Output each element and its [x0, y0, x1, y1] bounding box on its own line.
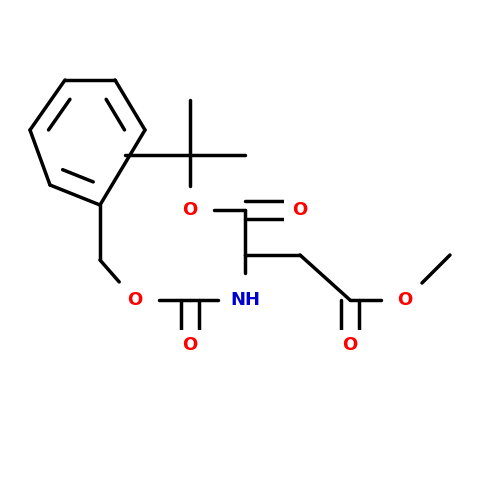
FancyBboxPatch shape	[389, 285, 421, 315]
FancyBboxPatch shape	[119, 285, 151, 315]
FancyBboxPatch shape	[174, 330, 206, 360]
FancyBboxPatch shape	[174, 196, 206, 225]
Text: O: O	[182, 336, 198, 354]
Text: NH: NH	[230, 291, 260, 309]
FancyBboxPatch shape	[334, 330, 366, 360]
FancyBboxPatch shape	[222, 285, 268, 315]
Text: O: O	[182, 201, 198, 219]
Text: O: O	[398, 291, 412, 309]
Text: O: O	[128, 291, 142, 309]
Text: O: O	[342, 336, 357, 354]
FancyBboxPatch shape	[284, 196, 316, 225]
Text: O: O	[292, 201, 308, 219]
